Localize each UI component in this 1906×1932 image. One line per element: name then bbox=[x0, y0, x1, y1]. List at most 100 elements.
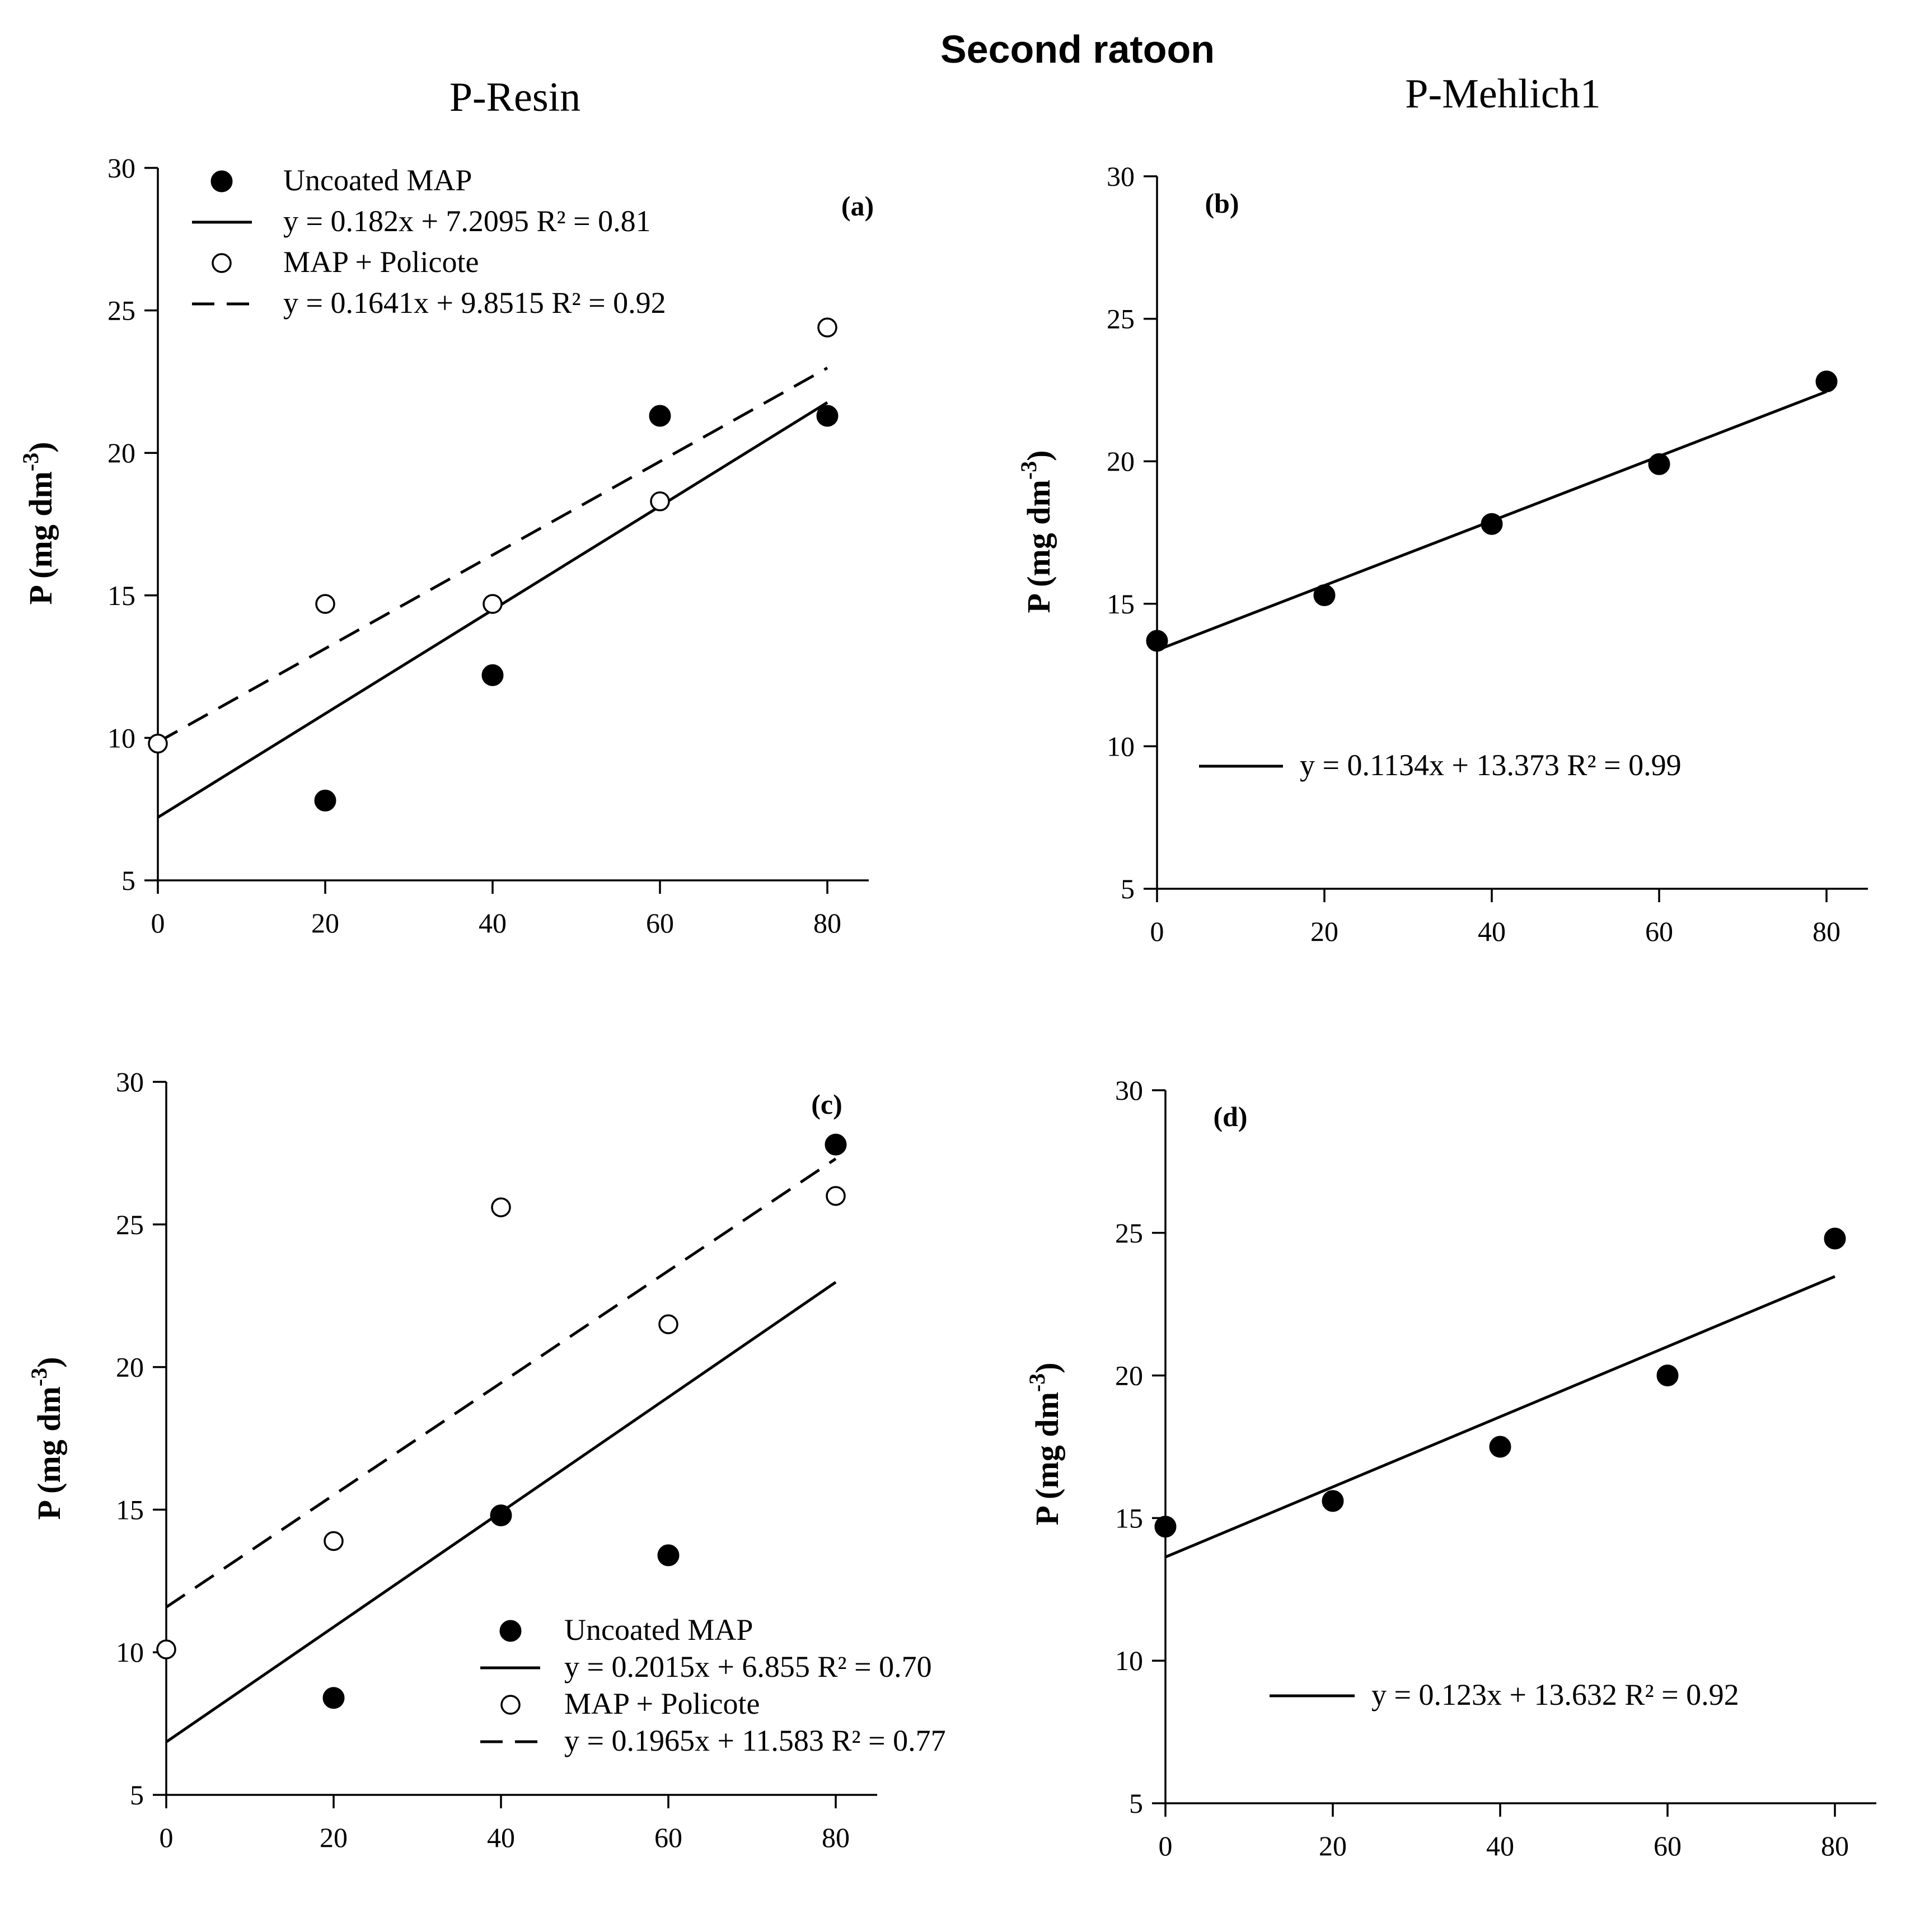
legend-equation: y = 0.182x + 7.2095 R² = 0.81 bbox=[283, 204, 651, 238]
legend-marker bbox=[500, 1695, 521, 1715]
y-tick-label: 25 bbox=[116, 1209, 144, 1240]
data-point-uncoated bbox=[1815, 371, 1838, 393]
y-tick-label: 10 bbox=[116, 1636, 144, 1668]
x-tick-label: 60 bbox=[654, 1822, 682, 1853]
x-tick-label: 40 bbox=[487, 1822, 515, 1853]
data-point-policote bbox=[483, 594, 503, 614]
y-axis-label-main: P (mg dm bbox=[31, 1386, 67, 1520]
figure-title: Second ratoon bbox=[940, 27, 1215, 71]
data-point-uncoated bbox=[816, 405, 839, 427]
data-point-uncoated bbox=[1146, 630, 1168, 652]
legend-marker bbox=[499, 1620, 522, 1642]
y-tick-label: 15 bbox=[116, 1494, 144, 1525]
data-point-policote bbox=[650, 491, 670, 512]
y-tick-label: 20 bbox=[107, 437, 135, 468]
data-point-policote bbox=[148, 733, 168, 754]
data-point-uncoated bbox=[322, 1687, 345, 1709]
x-tick-label: 60 bbox=[1645, 916, 1673, 947]
x-tick-label: 80 bbox=[1813, 916, 1841, 947]
y-axis-label: P (mg dm-3) bbox=[26, 1357, 67, 1520]
y-tick-label: 5 bbox=[1129, 1788, 1143, 1819]
x-tick-label: 40 bbox=[1478, 916, 1506, 947]
panel-label: (b) bbox=[1205, 187, 1239, 219]
y-tick-label: 15 bbox=[1107, 588, 1135, 620]
y-tick-label: 20 bbox=[1115, 1360, 1143, 1391]
data-point-policote bbox=[817, 317, 837, 337]
y-axis-label: P (mg dm-3) bbox=[18, 442, 59, 604]
x-tick-label: 20 bbox=[311, 907, 339, 939]
data-point-uncoated bbox=[1313, 584, 1336, 607]
data-point-uncoated bbox=[649, 405, 671, 427]
data-point-policote bbox=[491, 1197, 511, 1217]
data-point-uncoated bbox=[1489, 1436, 1511, 1458]
data-point-uncoated bbox=[1154, 1516, 1177, 1538]
y-axis-label: P (mg dm-3) bbox=[1016, 450, 1057, 613]
data-point-policote bbox=[315, 594, 335, 614]
y-tick-label: 20 bbox=[1107, 446, 1135, 477]
x-tick-label: 0 bbox=[151, 907, 165, 939]
legend-series-name: Uncoated MAP bbox=[283, 163, 472, 197]
data-point-uncoated bbox=[1656, 1364, 1679, 1387]
regression-line-policote bbox=[165, 1157, 837, 1609]
y-tick-label: 15 bbox=[107, 580, 135, 611]
data-point-policote bbox=[324, 1531, 344, 1551]
data-point-uncoated bbox=[1824, 1227, 1846, 1250]
x-tick-label: 0 bbox=[1150, 916, 1164, 947]
y-axis-label-main: P (mg dm bbox=[1029, 1392, 1065, 1525]
data-point-uncoated bbox=[314, 789, 336, 812]
legend-equation: y = 0.1134x + 13.373 R² = 0.99 bbox=[1300, 748, 1682, 782]
y-tick-label: 20 bbox=[116, 1352, 144, 1383]
column-title-mehlich: P-Mehlich1 bbox=[1405, 71, 1600, 117]
legend-equation: y = 0.123x + 13.632 R² = 0.92 bbox=[1371, 1678, 1739, 1711]
legend-equation: y = 0.1641x + 9.8515 R² = 0.92 bbox=[283, 286, 666, 320]
panel-a: 5 10 15 20 25 30 0 20 40 60 80 P (mg dm-3) (a) Uncoat… bbox=[18, 152, 874, 939]
y-tick-label: 10 bbox=[107, 722, 135, 753]
legend-equation: y = 0.1965x + 11.583 R² = 0.77 bbox=[564, 1724, 946, 1757]
y-axis-label-close: ) bbox=[31, 1357, 67, 1367]
x-tick-label: 40 bbox=[479, 907, 507, 939]
y-tick-label: 5 bbox=[121, 865, 135, 896]
data-point-policote bbox=[658, 1314, 678, 1334]
y-axis-label-sup: -3 bbox=[1016, 461, 1041, 480]
column-title-resin: P-Resin bbox=[449, 74, 580, 120]
y-tick-label: 30 bbox=[1107, 161, 1135, 192]
legend-marker bbox=[210, 170, 233, 193]
legend-equation: y = 0.2015x + 6.855 R² = 0.70 bbox=[564, 1650, 932, 1684]
panel-c: 5 10 15 20 25 30 0 20 40 60 80 P (mg dm-3) (c) Uncoat… bbox=[26, 1066, 946, 1853]
y-axis-label: P (mg dm-3) bbox=[1024, 1362, 1065, 1525]
y-axis-label-sup: -3 bbox=[18, 453, 43, 471]
x-tick-label: 20 bbox=[1310, 916, 1338, 947]
data-point-policote bbox=[826, 1186, 846, 1206]
data-point-uncoated bbox=[1322, 1490, 1344, 1512]
y-axis-label-sup: -3 bbox=[1024, 1373, 1050, 1392]
x-tick-label: 0 bbox=[160, 1822, 174, 1853]
y-tick-label: 15 bbox=[1115, 1502, 1143, 1534]
data-point-uncoated bbox=[825, 1133, 847, 1156]
regression-line-policote bbox=[157, 367, 828, 744]
y-tick-label: 30 bbox=[116, 1066, 144, 1098]
y-tick-label: 25 bbox=[1115, 1217, 1143, 1249]
x-tick-label: 80 bbox=[822, 1822, 850, 1853]
y-tick-label: 5 bbox=[130, 1779, 144, 1811]
legend-series-name: MAP + Policote bbox=[283, 245, 479, 279]
y-tick-label: 5 bbox=[1121, 873, 1135, 904]
x-tick-label: 80 bbox=[1821, 1830, 1849, 1861]
panel-label: (d) bbox=[1213, 1101, 1247, 1132]
y-tick-label: 25 bbox=[107, 295, 135, 326]
x-tick-label: 20 bbox=[1319, 1830, 1347, 1861]
data-point-uncoated bbox=[481, 664, 504, 686]
legend: y = 0.123x + 13.632 R² = 0.92 bbox=[1270, 1678, 1739, 1711]
y-tick-label: 10 bbox=[1107, 730, 1135, 762]
x-tick-label: 20 bbox=[320, 1822, 348, 1853]
data-point-uncoated bbox=[1648, 453, 1670, 475]
x-tick-label: 60 bbox=[646, 907, 674, 939]
panel-d: 5 10 15 20 25 30 0 20 40 60 80 P (mg dm-3) (d) y = 0.… bbox=[1024, 1075, 1876, 1861]
y-axis-label-close: ) bbox=[1020, 450, 1057, 461]
x-tick-label: 40 bbox=[1486, 1830, 1514, 1861]
legend-marker bbox=[212, 253, 232, 273]
y-axis-label-main: P (mg dm bbox=[1020, 480, 1057, 613]
y-axis-label-sup: -3 bbox=[26, 1368, 51, 1386]
y-tick-label: 25 bbox=[1107, 303, 1135, 335]
panel-label: (c) bbox=[811, 1089, 842, 1120]
